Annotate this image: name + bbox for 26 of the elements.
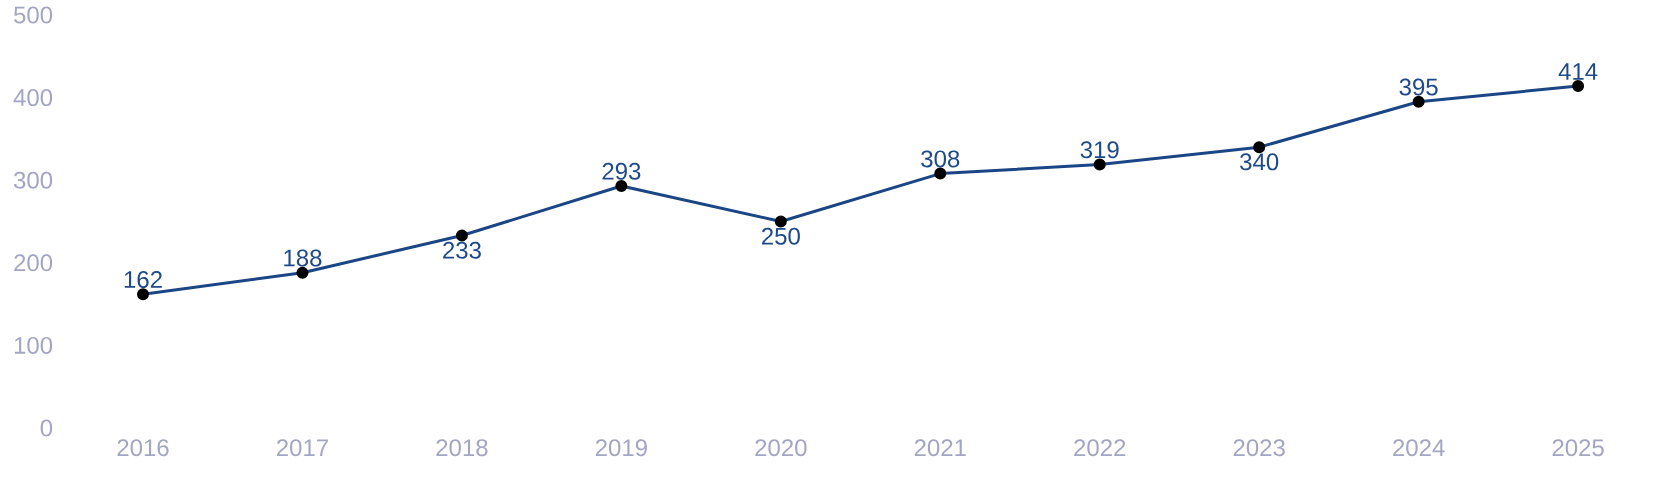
x-tick-label: 2025 bbox=[1552, 439, 1604, 457]
y-tick-label: 300 bbox=[13, 171, 53, 189]
data-label: 233 bbox=[443, 241, 481, 259]
x-tick-label: 2022 bbox=[1074, 439, 1126, 457]
data-label: 308 bbox=[921, 150, 960, 168]
data-label: 395 bbox=[1399, 78, 1438, 96]
x-tick-label: 2018 bbox=[436, 439, 488, 457]
x-tick-label: 2021 bbox=[914, 439, 966, 457]
data-label: 188 bbox=[284, 249, 322, 267]
x-tick-label: 2020 bbox=[755, 439, 807, 457]
data-label: 162 bbox=[124, 270, 162, 288]
y-tick-label: 0 bbox=[40, 419, 53, 437]
y-tick-label: 200 bbox=[14, 254, 53, 272]
data-label: 293 bbox=[602, 162, 641, 180]
y-tick-label: 500 bbox=[14, 6, 53, 24]
x-tick-label: 2017 bbox=[276, 439, 328, 457]
y-tick-label: 400 bbox=[13, 89, 53, 107]
x-tick-label: 2016 bbox=[117, 439, 169, 457]
data-label: 340 bbox=[1240, 153, 1279, 171]
x-tick-label: 2019 bbox=[595, 439, 647, 457]
data-label: 319 bbox=[1080, 141, 1119, 159]
x-tick-label: 2024 bbox=[1393, 439, 1445, 457]
x-tick-label: 2023 bbox=[1233, 439, 1285, 457]
data-label: 414 bbox=[1558, 63, 1598, 80]
data-label: 250 bbox=[762, 227, 800, 245]
y-tick-label: 100 bbox=[14, 336, 53, 354]
